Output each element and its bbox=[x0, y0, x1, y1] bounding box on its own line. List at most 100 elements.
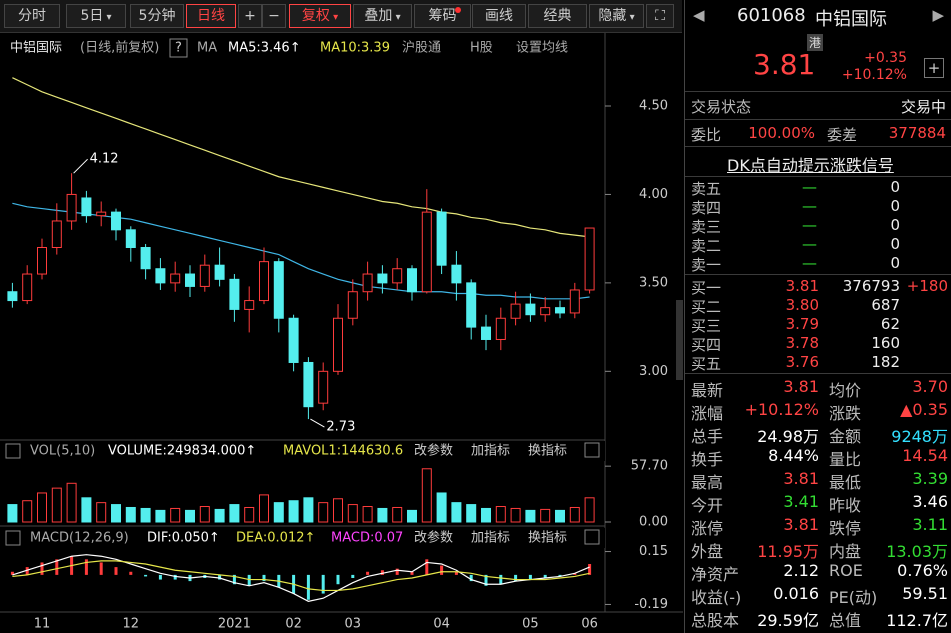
candle-body bbox=[333, 317, 343, 372]
book-change: +180 bbox=[906, 277, 948, 295]
stat-value: 2.12 bbox=[783, 561, 819, 580]
badge: 港 bbox=[807, 34, 824, 51]
close-button bbox=[584, 529, 600, 545]
annotation: 4.12 bbox=[90, 152, 119, 167]
fullscreen-button[interactable]: ⛶ bbox=[646, 4, 674, 28]
y-tick-label: 4.50 bbox=[639, 98, 668, 113]
menu[interactable]: 隐藏 bbox=[589, 4, 644, 28]
candle-body bbox=[229, 278, 240, 310]
header-mask bbox=[408, 528, 605, 548]
menu[interactable]: 画线 bbox=[472, 4, 526, 28]
volume-bar bbox=[407, 509, 417, 523]
macd-bar bbox=[84, 559, 88, 575]
menu[interactable]: 经典 bbox=[528, 4, 587, 28]
book-price: 3.79 bbox=[785, 315, 819, 333]
volume-bar bbox=[584, 497, 595, 523]
tab[interactable]: 日线 bbox=[186, 4, 236, 28]
volume-bar bbox=[81, 497, 92, 523]
volume-bar bbox=[111, 504, 121, 523]
volume-bar bbox=[318, 502, 329, 523]
annotation-arrow bbox=[310, 418, 325, 428]
macd-bar bbox=[232, 574, 236, 585]
macd-bar bbox=[55, 559, 59, 575]
candle-body bbox=[436, 211, 447, 266]
macd-bar bbox=[321, 574, 325, 594]
stat-label: 今开 bbox=[691, 496, 724, 515]
menu[interactable]: 复权 bbox=[289, 4, 351, 28]
change: +0.35 bbox=[864, 50, 907, 66]
tab[interactable]: 5日 bbox=[66, 4, 126, 28]
value: 377884 bbox=[888, 124, 946, 142]
change-pct: +10.12% bbox=[841, 67, 907, 83]
indicator-button[interactable]: 加指标 bbox=[471, 444, 510, 459]
book-price: 3.78 bbox=[785, 334, 819, 352]
stat-value: 0.76% bbox=[897, 561, 948, 580]
volume-bar bbox=[555, 509, 565, 523]
indicator-button[interactable]: 改参数 bbox=[414, 443, 453, 459]
macd-bar bbox=[25, 567, 29, 575]
prev-button: ◀ bbox=[693, 6, 705, 24]
indicator-label: VOL(5,10) bbox=[30, 444, 95, 459]
volume-bar bbox=[185, 509, 195, 523]
volume-bar bbox=[66, 482, 77, 523]
book-volume: 62 bbox=[880, 315, 900, 333]
macd-bar bbox=[114, 567, 118, 575]
stat-value: 3.81 bbox=[783, 377, 819, 396]
stat-value: 3.11 bbox=[912, 515, 948, 534]
indicator-button[interactable]: 加指标 bbox=[471, 531, 510, 546]
divider bbox=[685, 176, 951, 177]
macd-bar bbox=[262, 574, 266, 582]
collapse-handle[interactable] bbox=[676, 300, 683, 380]
macd-bar bbox=[40, 562, 44, 575]
divider bbox=[685, 91, 951, 92]
book-volume: 0 bbox=[890, 197, 900, 215]
y-tick-label: -0.19 bbox=[634, 597, 668, 612]
stat-label: 内盘 bbox=[829, 542, 862, 561]
signal-link[interactable]: DK点自动提示涨跌信号 bbox=[727, 156, 894, 175]
menu[interactable]: 叠加 bbox=[353, 4, 412, 28]
stat-value: 14.54 bbox=[902, 446, 948, 465]
x-tick-label: 06 bbox=[581, 617, 598, 632]
volume-bar bbox=[303, 497, 314, 523]
price: 3.81 bbox=[753, 48, 816, 81]
stat-label: 量比 bbox=[829, 450, 862, 469]
zoom-button[interactable]: + bbox=[238, 4, 262, 28]
menu[interactable]: 筹码 bbox=[414, 4, 471, 28]
volume-bar bbox=[96, 502, 107, 523]
book-price: — bbox=[802, 197, 817, 215]
quote-panel: ◀ ▶ 601068 中铝国际港 3.81 +0.35 +10.12% + 交易状态 交易中 委比 1… bbox=[684, 0, 951, 633]
indicator-label: VOLUME:249834.000↑ bbox=[108, 444, 256, 459]
macd-bar bbox=[158, 574, 162, 580]
stat-value: 3.46 bbox=[912, 492, 948, 511]
stat-label: 涨停 bbox=[691, 519, 724, 538]
book-label: 买四 bbox=[691, 336, 722, 354]
volume-bar bbox=[525, 509, 536, 523]
volume-bar bbox=[347, 504, 358, 523]
volume-bar bbox=[288, 500, 299, 523]
book-price: 3.81 bbox=[785, 277, 819, 295]
indicator-button[interactable]: 换指标 bbox=[528, 531, 567, 546]
stat-value: 3.39 bbox=[912, 469, 948, 488]
tab[interactable]: 分时 bbox=[4, 4, 60, 28]
candle-body bbox=[303, 361, 314, 408]
stat-value: 3.41 bbox=[783, 492, 819, 511]
volume-bar bbox=[170, 507, 181, 523]
indicator-button[interactable]: 换指标 bbox=[528, 444, 567, 459]
stat-value: 3.70 bbox=[912, 377, 948, 396]
candle-body bbox=[51, 220, 62, 248]
volume-bar bbox=[362, 506, 373, 523]
macd-bar bbox=[336, 574, 340, 585]
legend-text: 设置均线 bbox=[516, 41, 568, 56]
macd-bar bbox=[351, 574, 355, 578]
stat-label: 最低 bbox=[829, 473, 862, 492]
ma-line bbox=[12, 77, 590, 238]
tab[interactable]: 5分钟 bbox=[130, 4, 184, 28]
indicator-button[interactable]: 改参数 bbox=[414, 530, 453, 546]
x-tick-label: 12 bbox=[123, 617, 140, 632]
legend-text: 中铝国际 bbox=[10, 41, 62, 56]
stat-label: 跌停 bbox=[829, 519, 862, 538]
zoom-button[interactable]: − bbox=[262, 4, 286, 28]
macd-bar bbox=[588, 564, 592, 575]
macd-bar bbox=[99, 562, 103, 575]
candle-body bbox=[451, 264, 462, 284]
